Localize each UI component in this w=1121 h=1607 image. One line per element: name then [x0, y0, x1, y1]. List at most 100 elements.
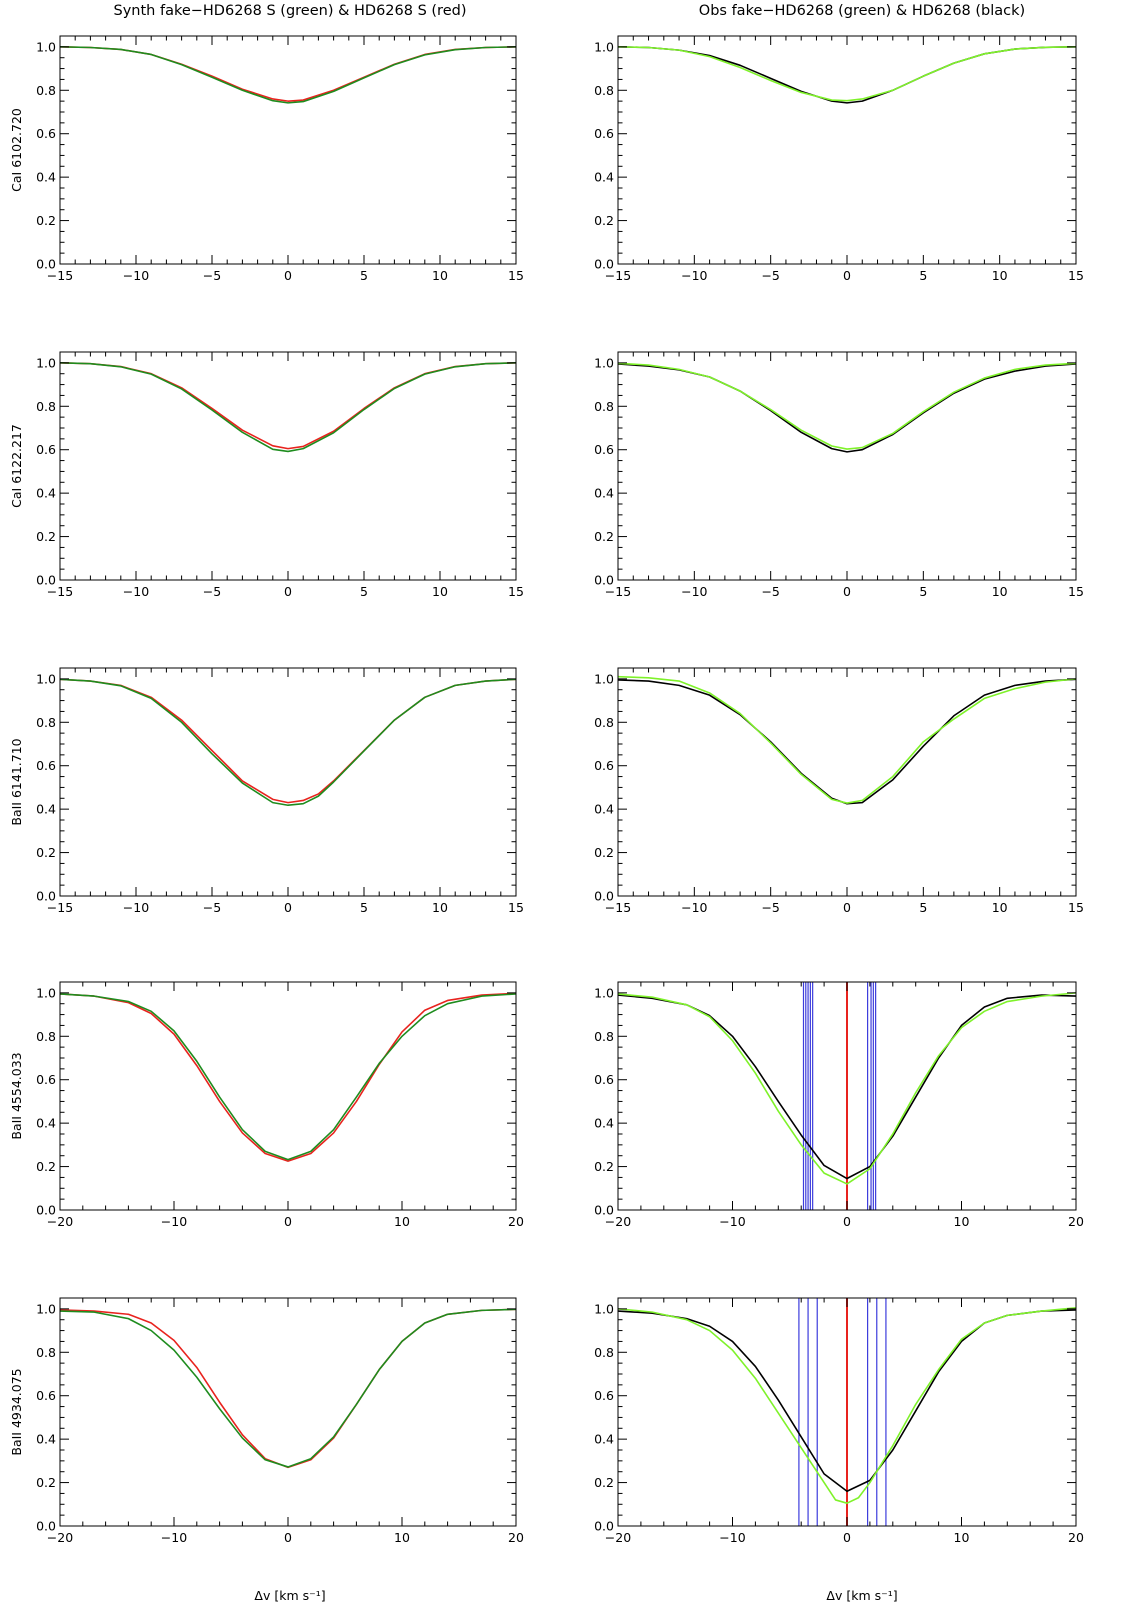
x-tick-label: 10: [432, 584, 448, 599]
x-tick-label: 0: [284, 1530, 292, 1545]
x-tick-label: −20: [605, 1214, 631, 1229]
x-tick-label: 20: [508, 1530, 524, 1545]
y-tick-label: 0.8: [36, 1345, 56, 1360]
series-line-1: [618, 46, 1076, 102]
y-tick-label: 1.0: [36, 39, 56, 54]
y-tick-label: 0.2: [594, 845, 614, 860]
x-tick-label: −5: [203, 268, 221, 283]
right-column-title: Obs fake−HD6268 (green) & HD6268 (black): [699, 3, 1025, 19]
y-tick-label: 0.4: [36, 1432, 56, 1447]
x-tick-label: 10: [954, 1530, 970, 1545]
y-tick-label: 0.4: [36, 486, 56, 501]
y-tick-label: 0.4: [36, 802, 56, 817]
y-tick-label: 0.0: [594, 573, 614, 588]
y-tick-label: 0.8: [594, 399, 614, 414]
plot-frame: [59, 981, 517, 1211]
series-line-1: [618, 1306, 1076, 1504]
series-line-1: [60, 362, 516, 453]
y-tick-label: 0.2: [594, 529, 614, 544]
x-tick-label: 15: [1068, 268, 1084, 283]
x-tick-label: 10: [992, 900, 1008, 915]
x-tick-label: 10: [394, 1530, 410, 1545]
x-tick-label: −15: [605, 268, 631, 283]
x-tick-label: −15: [47, 900, 73, 915]
y-tick-label: 0.2: [36, 1159, 56, 1174]
series-line-0: [618, 678, 1076, 805]
plot-frame: [617, 351, 1077, 581]
y-tick-label: 0.6: [594, 126, 614, 141]
y-tick-label: 0.6: [594, 758, 614, 773]
panel-4-0: −20 −10 0 10 20 0.0 0.2 0.4 0.6 0.8 1.0 BaII 4934.0…: [9, 1297, 524, 1545]
y-tick-label: 0.2: [594, 1159, 614, 1174]
x-tick-label: 0: [284, 1214, 292, 1229]
x-tick-label: 5: [360, 584, 368, 599]
panel-2-0: −15 −10 −5 0 5 10 15 0.0 0.2 0.4 0.6 0.8 1.0 BaII 614…: [9, 667, 524, 915]
x-tick-label: 5: [919, 900, 927, 915]
y-tick-label: 0.8: [594, 715, 614, 730]
y-tick-label: 0.8: [594, 83, 614, 98]
series-line-0: [618, 46, 1076, 104]
x-tick-label: 5: [919, 268, 927, 283]
y-tick-label: 0.2: [36, 845, 56, 860]
x-tick-label: 5: [919, 584, 927, 599]
series-line-1: [618, 675, 1076, 804]
x-tick-label: −10: [719, 1530, 745, 1545]
row-label: BaII 4934.075: [9, 1368, 24, 1455]
x-tick-label: 10: [432, 900, 448, 915]
row-label: CaI 6122.217: [9, 424, 24, 508]
series-line-1: [60, 993, 516, 1161]
x-tick-label: −15: [47, 584, 73, 599]
panel-0-1: −15 −10 −5 0 5 10 15 0.0 0.2 0.4 0.6 0.8 1.0: [594, 35, 1084, 283]
y-tick-label: 0.8: [36, 715, 56, 730]
x-tick-label: 10: [992, 268, 1008, 283]
y-tick-label: 0.4: [36, 170, 56, 185]
y-tick-label: 0.2: [36, 1475, 56, 1490]
y-tick-label: 0.2: [36, 529, 56, 544]
panel-3-1: −20 −10 0 10 20 0.0 0.2 0.4 0.6 0.8 1.0: [594, 981, 1084, 1229]
x-tick-label: 20: [1068, 1530, 1084, 1545]
series-line-1: [60, 1308, 516, 1468]
y-tick-label: 1.0: [594, 985, 614, 1000]
x-tick-label: −20: [605, 1530, 631, 1545]
x-tick-label: 0: [843, 1530, 851, 1545]
x-tick-label: −15: [605, 584, 631, 599]
y-tick-label: 0.6: [36, 126, 56, 141]
x-tick-label: −5: [203, 584, 221, 599]
y-tick-label: 0.6: [594, 442, 614, 457]
plot-frame: [617, 667, 1077, 897]
y-tick-label: 0.6: [594, 1388, 614, 1403]
series-line-1: [618, 992, 1076, 1185]
x-tick-label: 10: [432, 268, 448, 283]
x-tick-label: −15: [47, 268, 73, 283]
y-tick-label: 1.0: [594, 355, 614, 370]
y-tick-label: 0.4: [594, 802, 614, 817]
x-tick-label: 0: [843, 268, 851, 283]
series-line-0: [60, 992, 516, 1162]
x-tick-label: 10: [992, 584, 1008, 599]
left-column-title: Synth fake−HD6268 S (green) & HD6268 S (…: [114, 3, 467, 19]
x-tick-label: −10: [161, 1530, 187, 1545]
y-tick-label: 0.4: [594, 486, 614, 501]
plot-frame: [59, 1297, 517, 1527]
y-tick-label: 0.0: [594, 1519, 614, 1534]
y-tick-label: 1.0: [36, 985, 56, 1000]
series-line-0: [60, 46, 516, 102]
series-line-0: [60, 1308, 516, 1469]
x-tick-label: 15: [1068, 900, 1084, 915]
x-axis-label-left: Δv [km s⁻¹]: [254, 1588, 325, 1603]
y-tick-label: 0.0: [594, 889, 614, 904]
y-tick-label: 0.8: [36, 399, 56, 414]
x-tick-label: 5: [360, 268, 368, 283]
series-line-1: [60, 46, 516, 104]
series-line-1: [60, 678, 516, 807]
x-tick-label: −10: [681, 900, 707, 915]
y-tick-label: 1.0: [36, 671, 56, 686]
row-label: BaII 4554.033: [9, 1052, 24, 1139]
x-tick-label: −5: [761, 268, 779, 283]
plot-frame: [617, 35, 1077, 265]
y-tick-label: 0.0: [36, 1203, 56, 1218]
y-tick-label: 0.0: [36, 573, 56, 588]
x-tick-label: −5: [761, 584, 779, 599]
row-label: BaII 6141.710: [9, 738, 24, 825]
